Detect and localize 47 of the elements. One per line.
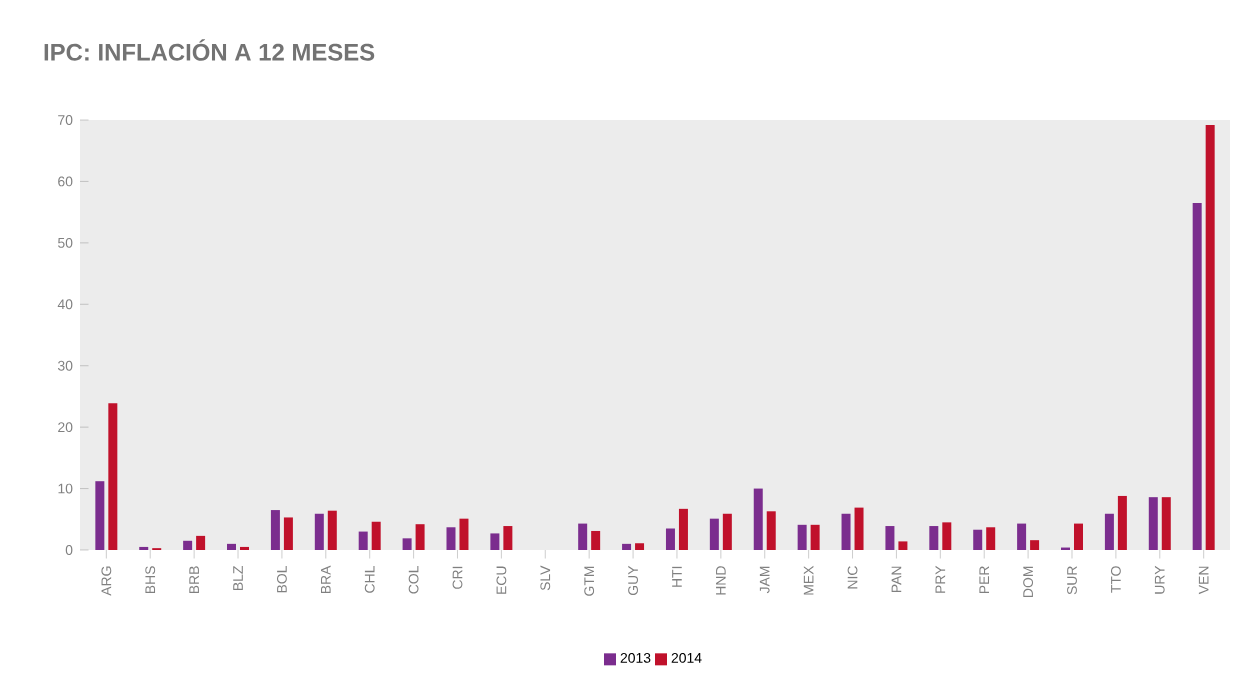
bar	[898, 541, 908, 550]
bar	[635, 543, 645, 550]
bar	[709, 518, 719, 550]
bar	[973, 529, 983, 550]
bar	[622, 543, 632, 550]
bar	[797, 524, 807, 550]
bar	[1192, 202, 1202, 550]
bar	[986, 527, 996, 550]
bar	[942, 522, 952, 550]
bar	[270, 510, 280, 550]
bar	[810, 524, 820, 550]
bar	[678, 508, 688, 550]
chart-title: IPC: INFLACIÓN A 12 MESES	[44, 39, 375, 61]
bar	[591, 530, 601, 550]
bar	[722, 513, 732, 550]
bar	[314, 513, 324, 550]
bar	[283, 517, 293, 550]
bar	[753, 488, 763, 550]
bar	[371, 521, 381, 550]
bar	[841, 513, 851, 550]
bar	[766, 511, 776, 550]
bar	[578, 523, 588, 550]
bar	[327, 510, 337, 550]
bar	[227, 543, 237, 550]
bar	[929, 526, 939, 550]
bar	[459, 518, 469, 550]
bar	[1205, 124, 1215, 550]
bar	[415, 524, 425, 550]
bar	[1073, 523, 1083, 550]
bar	[95, 481, 105, 550]
bar	[183, 540, 193, 550]
bar	[885, 526, 895, 550]
bar	[108, 403, 118, 550]
bar	[503, 526, 513, 550]
bar	[446, 527, 456, 550]
bar	[402, 538, 412, 550]
bar	[1148, 497, 1158, 550]
bar	[1161, 497, 1171, 550]
bar	[854, 507, 864, 550]
bar	[1117, 495, 1127, 550]
bar	[665, 528, 675, 550]
bar	[1030, 540, 1040, 550]
bar	[196, 535, 206, 550]
bar	[1104, 513, 1114, 550]
bar	[1017, 523, 1027, 550]
bar	[358, 531, 368, 550]
bar	[490, 533, 500, 550]
